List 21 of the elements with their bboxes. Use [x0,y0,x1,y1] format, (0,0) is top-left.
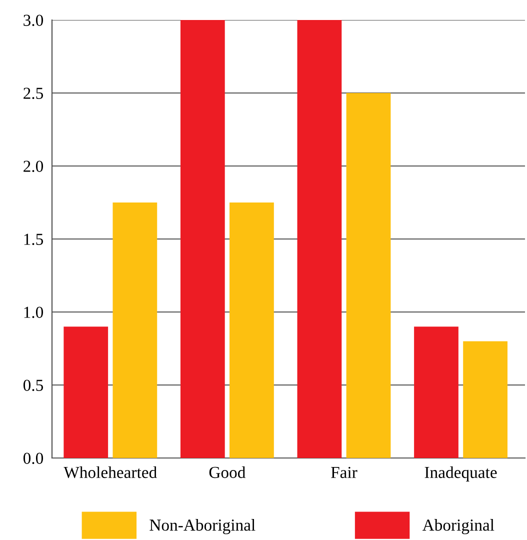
x-tick-label: Inadequate [424,466,497,482]
y-tick-label: 3.0 [24,14,44,26]
bar [180,20,225,458]
bar [64,326,108,458]
bar [112,202,158,458]
bar [230,202,274,458]
legend-label: Aboriginal [422,519,494,534]
x-tick-label: Fair [331,466,358,478]
x-tick-label: Good [209,466,246,478]
bar [346,93,391,458]
legend-label: Non-Aboriginal [150,519,256,534]
y-tick-label: 1.5 [24,234,44,246]
y-tick-label: 2.0 [24,160,44,172]
y-tick-label: 2.5 [24,88,44,100]
y-tick-label: 1.0 [24,306,44,318]
bar [414,326,458,458]
bar [463,341,508,458]
y-tick-label: 0.0 [23,452,44,464]
x-tick-label: Wholehearted [64,466,157,478]
bar [297,20,342,458]
y-tick-label: 0.5 [23,380,44,392]
